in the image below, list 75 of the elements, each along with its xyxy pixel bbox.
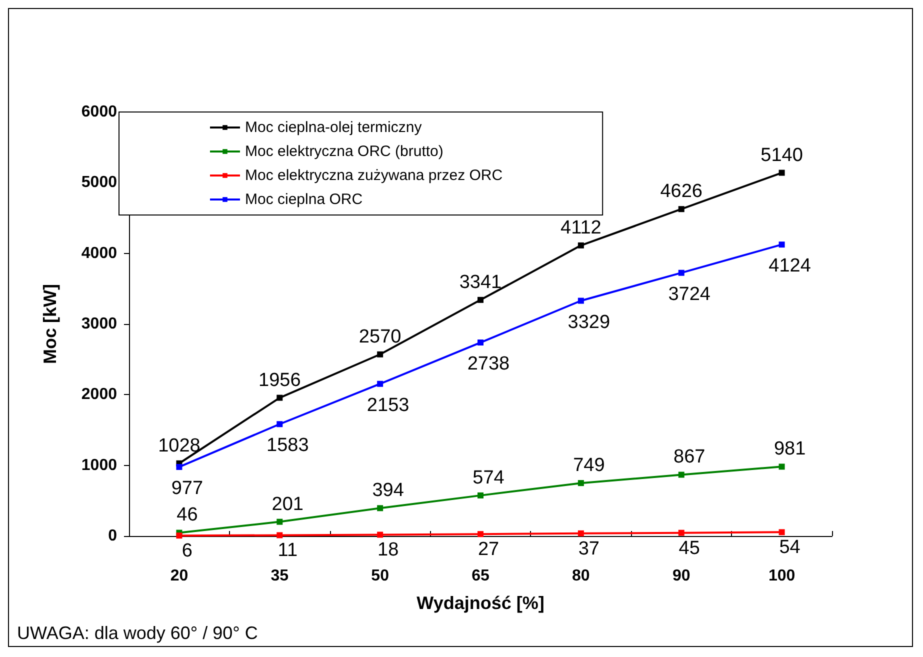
- text: UWAGA: dla wody 60° / 90° C: [17, 623, 258, 643]
- y-tick-label: 4000: [81, 244, 118, 262]
- data-label: 1028: [158, 435, 200, 456]
- x-tick-label: 50: [371, 568, 390, 584]
- point: [678, 472, 684, 478]
- data-label: 201: [272, 494, 304, 515]
- x-tick-label: 20: [170, 568, 188, 584]
- y-tick-label: 3000: [81, 316, 118, 332]
- data-label: 3341: [459, 272, 502, 293]
- data-label: 6: [182, 540, 193, 562]
- point: [578, 530, 584, 536]
- point: [678, 206, 684, 212]
- data-label: 574: [472, 467, 505, 488]
- point: [578, 298, 584, 304]
- data-label: 45: [678, 538, 700, 559]
- x-tick-label: 90: [672, 568, 690, 584]
- data-label: 1956: [258, 370, 301, 391]
- point: [778, 242, 785, 248]
- point: [778, 170, 785, 176]
- data-label: 4124: [768, 256, 812, 277]
- data-label: 2153: [366, 394, 410, 416]
- y-tick-label: 6000: [81, 104, 118, 120]
- point: [377, 505, 384, 512]
- data-label: 977: [171, 478, 204, 499]
- data-label: 2738: [467, 354, 510, 375]
- data-label: 749: [573, 455, 605, 476]
- legend-label: Moc elektryczna ORC (brutto): [245, 143, 444, 160]
- x-tick-label: 80: [572, 568, 590, 584]
- data-label: 981: [774, 438, 806, 460]
- x-axis-title: Wydajność [%]: [416, 593, 544, 613]
- data-label: 11: [278, 540, 298, 562]
- data-label: 18: [378, 540, 399, 561]
- data-label: 4112: [560, 217, 602, 238]
- x-tick-label: 35: [270, 568, 289, 584]
- point: [377, 351, 384, 358]
- point: [778, 464, 785, 470]
- point: [276, 518, 283, 525]
- point: [478, 531, 484, 538]
- point: [276, 532, 283, 538]
- data-label: 37: [578, 538, 600, 560]
- point: [478, 492, 484, 498]
- data-label: 3724: [668, 284, 711, 305]
- legend-label: Moc cieplna ORC: [245, 191, 363, 208]
- point: [377, 380, 384, 387]
- data-label: 867: [674, 446, 706, 468]
- point: [276, 421, 283, 428]
- data-label: 27: [478, 539, 500, 560]
- point: [778, 529, 785, 536]
- y-tick-label: 2000: [81, 386, 118, 404]
- data-label: 3329: [568, 312, 610, 333]
- y-tick-label: 5000: [81, 174, 118, 192]
- point: [578, 480, 584, 486]
- point: [478, 296, 484, 303]
- point: [276, 394, 283, 401]
- data-label: 54: [779, 537, 801, 558]
- data-label: 1583: [266, 435, 309, 456]
- legend-label: Moc elektryczna zużywana przez ORC: [245, 167, 503, 184]
- y-tick-label: 1000: [81, 456, 118, 474]
- point: [176, 532, 182, 539]
- legend-label: Moc cieplna-olej termiczny: [245, 119, 422, 136]
- x-tick-label: 65: [472, 568, 490, 584]
- data-label: 394: [372, 480, 404, 502]
- point: [377, 532, 384, 538]
- x-tick-label: 100: [768, 568, 796, 584]
- data-label: 4626: [660, 181, 702, 202]
- data-label: 2570: [358, 326, 402, 348]
- point: [176, 464, 182, 470]
- data-label: 46: [176, 504, 198, 526]
- data-label: 5140: [760, 144, 803, 166]
- y-tick-label: 0: [108, 528, 118, 544]
- point: [578, 242, 584, 248]
- point: [678, 270, 684, 276]
- y-axis-title: Moc [kW]: [40, 284, 60, 364]
- point: [478, 340, 484, 346]
- point: [678, 530, 684, 536]
